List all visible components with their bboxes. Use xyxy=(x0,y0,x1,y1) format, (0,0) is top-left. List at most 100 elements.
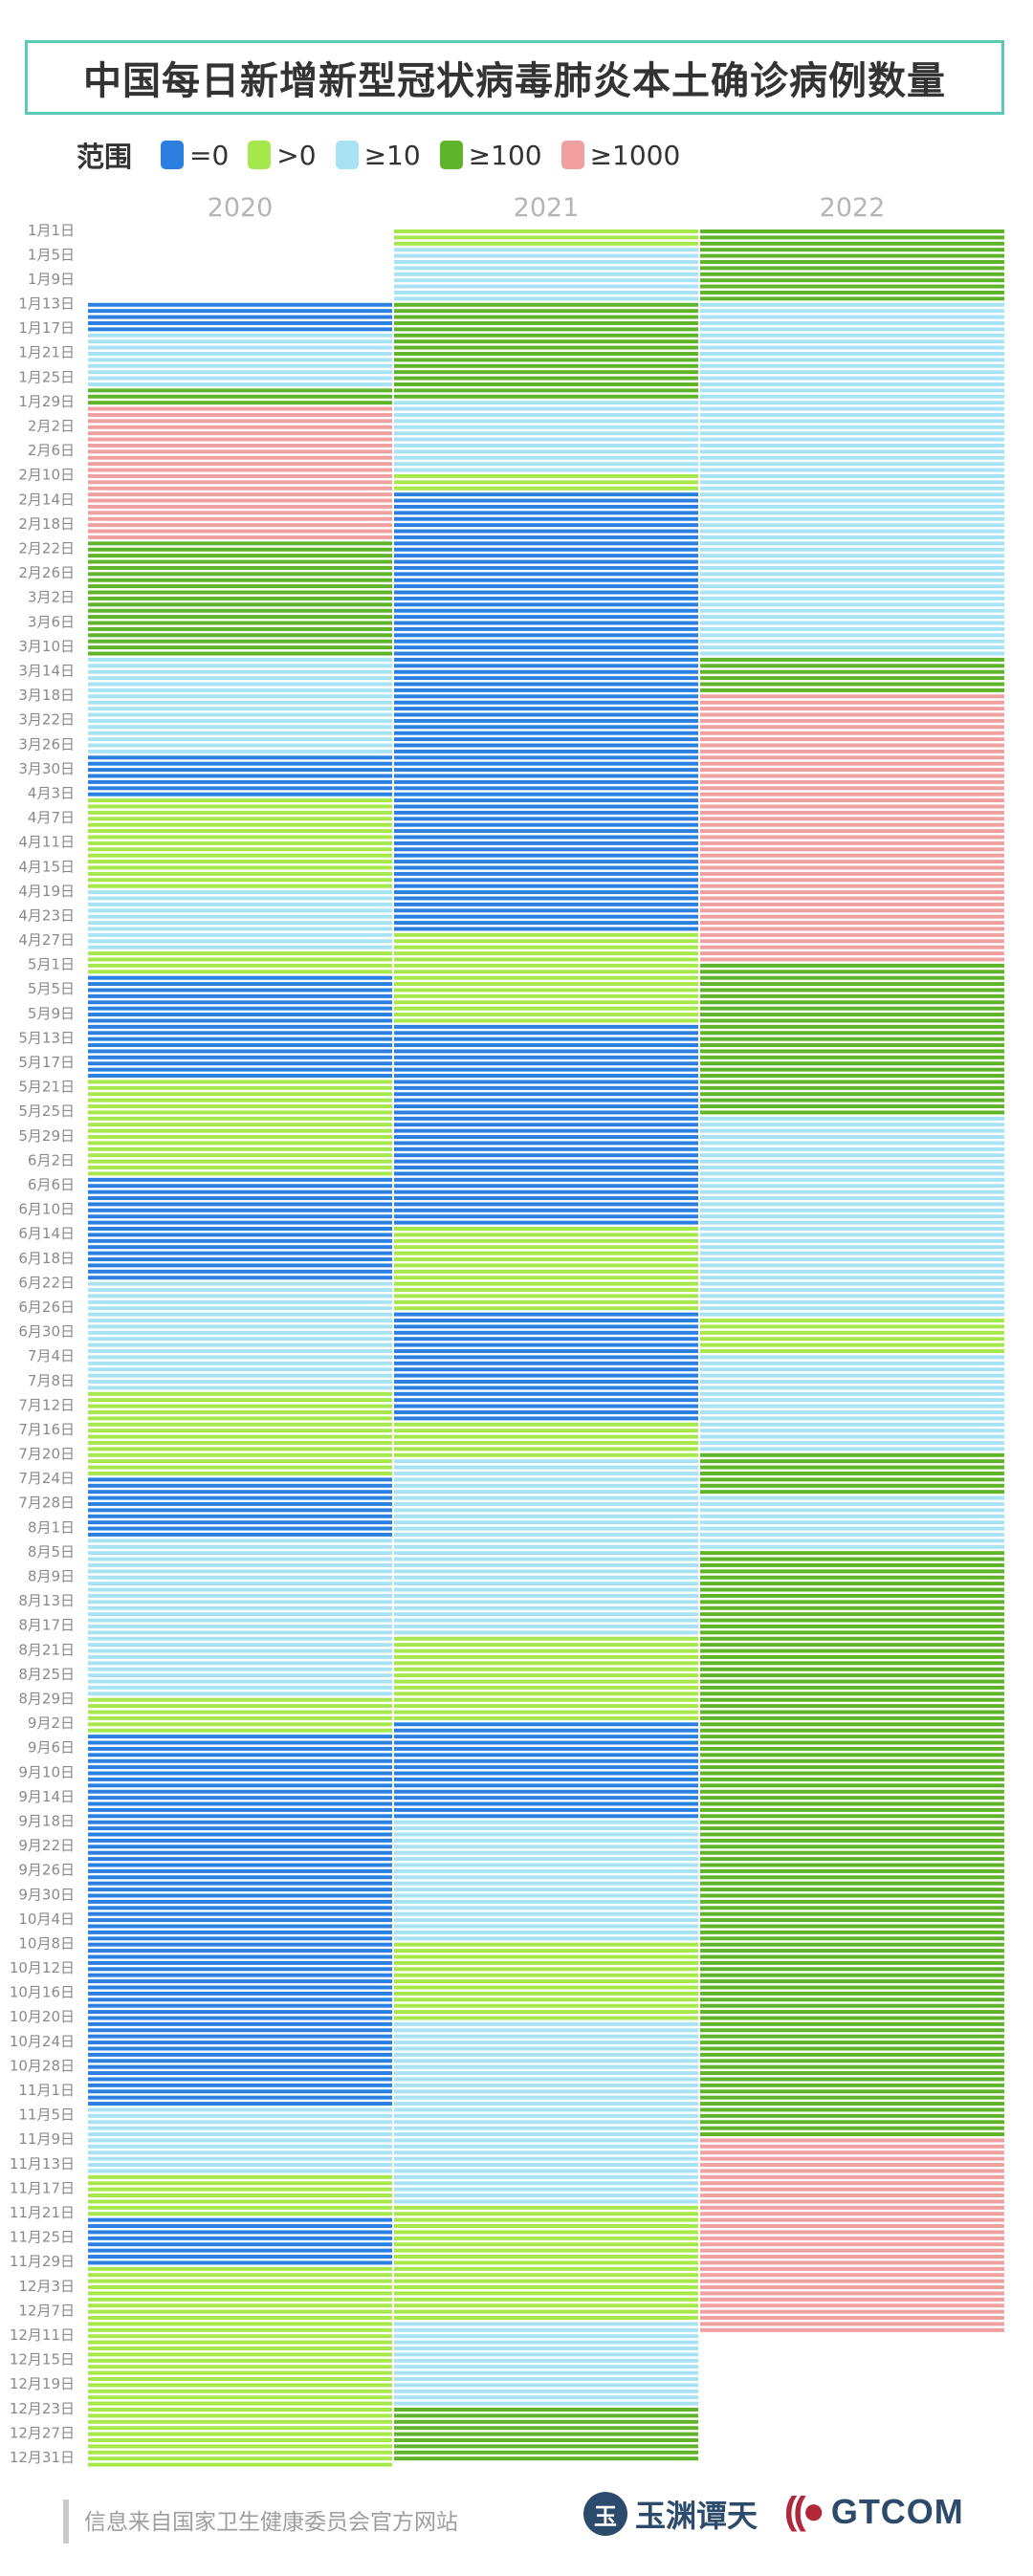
cell-2022-day-196 xyxy=(700,1422,1004,1427)
cell-2022-day-210 xyxy=(700,1508,1004,1513)
cell-2022-day-275 xyxy=(700,1906,1004,1910)
cell-2021-day-260 xyxy=(394,1814,698,1819)
cell-2021-day-136 xyxy=(394,1055,698,1059)
cell-2022-day-112 xyxy=(700,908,1004,913)
cell-2020-day-319 xyxy=(88,2174,392,2179)
cell-2021-day-248 xyxy=(394,1740,698,1745)
cell-2022-day-115 xyxy=(700,927,1004,931)
cell-2020-day-121 xyxy=(88,963,392,968)
cell-2022-day-66 xyxy=(700,626,1004,631)
cell-2022-day-216 xyxy=(700,1544,1004,1549)
cell-2022-day-8 xyxy=(700,272,1004,276)
cell-2021-day-340 xyxy=(394,2303,698,2308)
legend-label: 范围 xyxy=(77,141,133,173)
cell-2020-day-36 xyxy=(88,443,392,448)
cell-2020-day-187 xyxy=(88,1367,392,1372)
cell-2020-day-263 xyxy=(88,1832,392,1837)
cell-2022-day-19 xyxy=(700,339,1004,344)
cell-2020-day-225 xyxy=(88,1600,392,1605)
cell-2022-day-232 xyxy=(700,1643,1004,1648)
cell-2020-day-63 xyxy=(88,608,392,613)
cell-2021-day-239 xyxy=(394,1685,698,1690)
cell-2020-day-21 xyxy=(88,351,392,356)
cell-2021-day-156 xyxy=(394,1177,698,1182)
cell-2020-day-174 xyxy=(88,1288,392,1292)
cell-2020-day-37 xyxy=(88,449,392,454)
cell-2022-day-104 xyxy=(700,860,1004,864)
chart-title: 中国每日新增新型冠状病毒肺炎本土确诊病例数量 xyxy=(83,59,946,103)
cell-2020-day-201 xyxy=(88,1452,392,1457)
cell-2020-day-120 xyxy=(88,957,392,962)
cell-2022-day-67 xyxy=(700,633,1004,638)
cell-2020-day-126 xyxy=(88,993,392,998)
y-tick-label: 5月29日 xyxy=(18,1127,75,1145)
y-tick-label: 6月18日 xyxy=(18,1250,75,1267)
cell-2022-day-247 xyxy=(700,1735,1004,1739)
cell-2020-day-266 xyxy=(88,1850,392,1855)
cell-2022-day-258 xyxy=(700,1801,1004,1806)
cell-2021-day-46 xyxy=(394,504,698,509)
cell-2022-day-49 xyxy=(700,523,1004,528)
cell-2021-day-120 xyxy=(394,957,698,962)
cell-2020-day-352 xyxy=(88,2377,392,2381)
cell-2021-day-361 xyxy=(394,2432,698,2436)
cell-2020-day-350 xyxy=(88,2365,392,2369)
cell-2021-day-90 xyxy=(394,774,698,778)
y-tick-label: 5月1日 xyxy=(28,956,75,973)
cell-2021-day-194 xyxy=(394,1409,698,1414)
cell-2021-day-63 xyxy=(394,608,698,613)
footer-divider xyxy=(63,2500,69,2543)
cell-2022-day-291 xyxy=(700,2003,1004,2008)
cell-2021-day-215 xyxy=(394,1539,698,1543)
y-tick-label: 9月18日 xyxy=(18,1812,75,1829)
cell-2022-day-296 xyxy=(700,2034,1004,2039)
cell-2022-day-81 xyxy=(700,718,1004,723)
cell-2022-day-25 xyxy=(700,376,1004,381)
cell-2020-day-42 xyxy=(88,480,392,485)
cell-2021-day-232 xyxy=(394,1643,698,1648)
cell-2020-day-32 xyxy=(88,419,392,424)
cell-2021-day-317 xyxy=(394,2163,698,2168)
cell-2022-day-185 xyxy=(700,1355,1004,1360)
legend-text-ge1000: ≥1000 xyxy=(589,139,681,171)
cell-2021-day-73 xyxy=(394,669,698,674)
cell-2021-day-119 xyxy=(394,951,698,956)
legend-text-eq0: =0 xyxy=(189,139,230,171)
cell-2021-day-74 xyxy=(394,676,698,681)
cell-2022-day-212 xyxy=(700,1520,1004,1525)
cell-2020-day-194 xyxy=(88,1409,392,1414)
cell-2022-day-324 xyxy=(700,2205,1004,2210)
cell-2021-day-272 xyxy=(394,1888,698,1892)
year-header-2020: 2020 xyxy=(207,193,274,223)
cell-2021-day-233 xyxy=(394,1648,698,1653)
cell-2021-day-55 xyxy=(394,559,698,564)
cell-2020-day-364 xyxy=(88,2450,392,2455)
cell-2021-day-250 xyxy=(394,1753,698,1757)
cell-2020-day-345 xyxy=(88,2334,392,2339)
cell-2021-day-301 xyxy=(394,2064,698,2069)
cell-2021-day-67 xyxy=(394,633,698,638)
cell-2020-day-258 xyxy=(88,1801,392,1806)
cell-2022-day-45 xyxy=(700,498,1004,503)
cell-2021-day-207 xyxy=(394,1490,698,1495)
cell-2022-day-110 xyxy=(700,896,1004,901)
cell-2020-day-185 xyxy=(88,1355,392,1360)
cell-2020-day-315 xyxy=(88,2150,392,2155)
cell-2020-day-337 xyxy=(88,2285,392,2289)
cell-2021-day-29 xyxy=(394,401,698,405)
cell-2021-day-97 xyxy=(394,817,698,821)
y-tick-label: 7月8日 xyxy=(28,1372,75,1389)
cell-2020-day-130 xyxy=(88,1018,392,1023)
cell-2022-day-169 xyxy=(700,1257,1004,1261)
y-tick-label: 5月13日 xyxy=(18,1029,75,1046)
cell-2021-day-7 xyxy=(394,266,698,271)
cell-2020-day-229 xyxy=(88,1624,392,1628)
cell-2020-day-159 xyxy=(88,1196,392,1200)
cell-2020-day-232 xyxy=(88,1643,392,1648)
cell-2021-day-332 xyxy=(394,2255,698,2259)
cell-2022-day-167 xyxy=(700,1245,1004,1250)
cell-2020-day-217 xyxy=(88,1551,392,1556)
source-note: 信息来自国家卫生健康委员会官方网站 xyxy=(84,2510,458,2535)
cell-2021-day-328 xyxy=(394,2230,698,2235)
cell-2021-day-206 xyxy=(394,1483,698,1488)
